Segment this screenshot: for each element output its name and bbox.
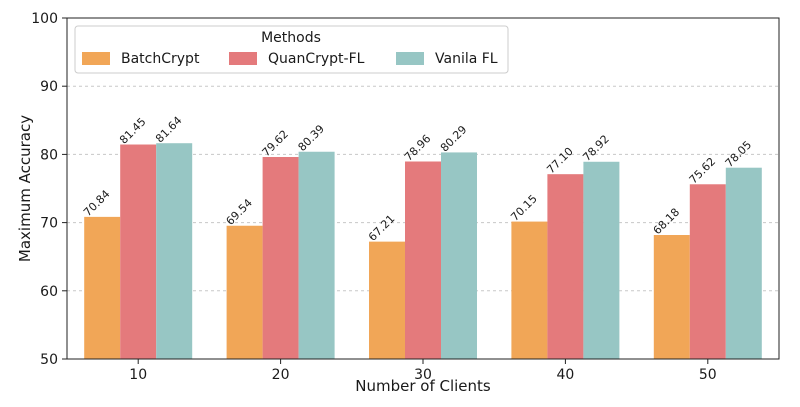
bar-value-label: 80.29 bbox=[438, 123, 469, 154]
bar bbox=[84, 216, 121, 359]
bar-value-label: 78.92 bbox=[580, 132, 611, 163]
bar bbox=[725, 167, 762, 359]
bar-value-label: 75.62 bbox=[687, 155, 718, 186]
x-tick-label: 40 bbox=[556, 367, 574, 383]
bar bbox=[689, 184, 726, 359]
y-tick-label: 60 bbox=[40, 284, 58, 300]
bar bbox=[156, 143, 193, 359]
legend-label: Vanila FL bbox=[435, 51, 498, 67]
y-tick-label: 70 bbox=[40, 216, 58, 232]
bar bbox=[262, 156, 299, 359]
y-tick-label: 80 bbox=[40, 147, 58, 163]
legend-swatch bbox=[229, 52, 257, 65]
x-tick-label: 50 bbox=[699, 367, 717, 383]
legend-label: BatchCrypt bbox=[121, 51, 200, 67]
bar-value-label: 70.15 bbox=[508, 192, 539, 223]
bar bbox=[298, 151, 335, 359]
y-axis-ticks: 50 60 70 80 90 100 bbox=[31, 11, 67, 368]
bar bbox=[226, 225, 263, 359]
x-axis-title: Number of Clients bbox=[355, 377, 491, 395]
legend-swatch bbox=[82, 52, 110, 65]
bar bbox=[369, 241, 405, 359]
bar-value-label: 70.84 bbox=[81, 188, 112, 219]
bar bbox=[441, 152, 477, 359]
bar-value-label: 67.21 bbox=[366, 212, 397, 243]
bar-value-label: 79.62 bbox=[260, 128, 291, 159]
legend-label: QuanCrypt-FL bbox=[268, 51, 365, 67]
y-tick-label: 90 bbox=[40, 79, 58, 95]
bar-value-label: 81.64 bbox=[153, 114, 184, 145]
bar bbox=[120, 144, 157, 359]
bar bbox=[511, 221, 548, 359]
bar bbox=[547, 174, 584, 359]
bar-value-label: 78.96 bbox=[402, 132, 433, 163]
legend-title: Methods bbox=[261, 30, 321, 46]
bar-value-label: 81.45 bbox=[117, 115, 148, 146]
x-tick-label: 30 bbox=[414, 367, 432, 383]
y-tick-label: 50 bbox=[40, 352, 58, 368]
bar bbox=[653, 235, 690, 359]
x-axis-ticks: 10 20 30 40 50 bbox=[129, 359, 717, 383]
bar-value-label: 69.54 bbox=[224, 196, 255, 227]
legend-swatch bbox=[396, 52, 424, 65]
bar-value-label: 77.10 bbox=[544, 145, 575, 176]
y-tick-label: 100 bbox=[31, 11, 58, 27]
legend-items: BatchCrypt QuanCrypt-FL Vanila FL bbox=[82, 51, 498, 67]
bar-value-label: 80.39 bbox=[296, 122, 327, 153]
legend: Methods BatchCrypt QuanCrypt-FL Vanila FL bbox=[74, 25, 509, 74]
bar bbox=[583, 161, 620, 359]
bar bbox=[405, 161, 441, 359]
y-axis-title: Maximum Accuracy bbox=[16, 115, 34, 262]
x-tick-label: 20 bbox=[272, 367, 290, 383]
bar-value-label: 68.18 bbox=[651, 206, 682, 237]
x-tick-label: 10 bbox=[129, 367, 147, 383]
bars bbox=[84, 143, 762, 359]
